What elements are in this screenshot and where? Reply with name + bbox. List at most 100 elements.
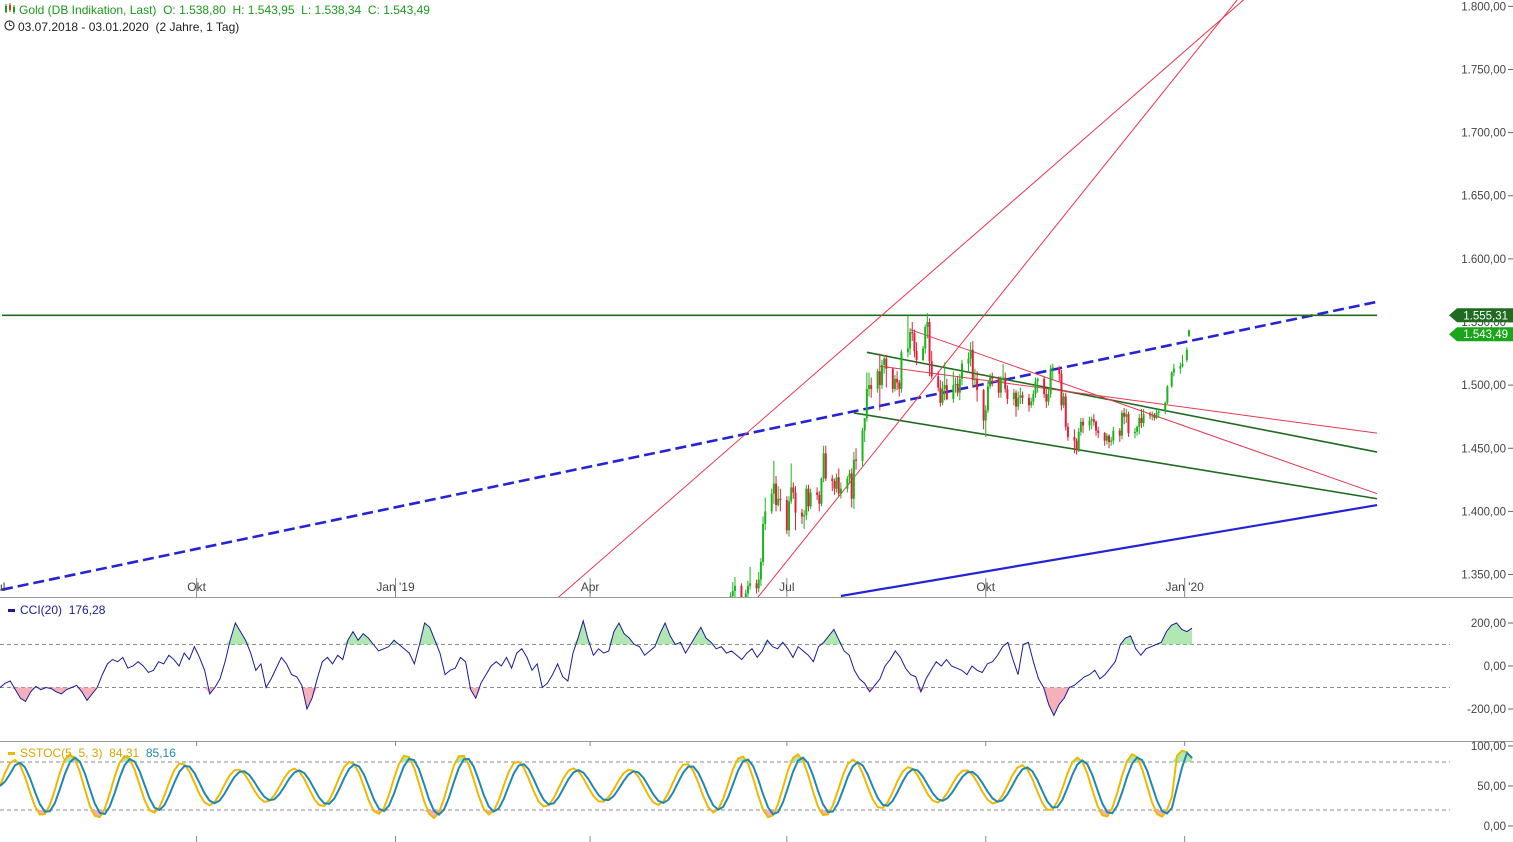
- candle-body: [1079, 421, 1082, 432]
- candle: [945, 378, 948, 401]
- candle-body: [868, 385, 871, 389]
- candle-body: [1108, 435, 1111, 442]
- candle-body: [937, 376, 940, 388]
- candle-body: [855, 459, 858, 461]
- stoch-y-tick-label: 0,00: [1484, 821, 1506, 833]
- candle: [880, 359, 883, 389]
- candle-body: [831, 478, 834, 482]
- candle-body: [982, 390, 985, 421]
- candle-body: [958, 378, 961, 393]
- candle-body: [1073, 436, 1076, 441]
- candle: [1012, 388, 1015, 406]
- candle-body: [909, 332, 912, 349]
- stoch-oversold-fill: [0, 810, 1192, 818]
- candle: [837, 468, 840, 497]
- candle-body: [928, 322, 931, 362]
- candle-body: [973, 378, 976, 381]
- candle: [1090, 416, 1093, 430]
- candle: [1036, 377, 1039, 393]
- candle-body: [1164, 402, 1167, 412]
- candle-body: [1170, 372, 1173, 387]
- y-tick-label: 1.450,00: [1461, 443, 1506, 455]
- red-fan-steep: [757, 0, 1238, 597]
- candles-icon: [4, 3, 16, 17]
- date-range: 03.07.2018 - 03.01.2020: [18, 20, 149, 34]
- candle: [937, 371, 940, 392]
- candle: [1032, 390, 1035, 406]
- cci-fills: [0, 620, 1192, 716]
- candle-body: [1097, 430, 1100, 434]
- candle-body: [850, 473, 853, 499]
- candle: [926, 313, 929, 339]
- candle-body: [818, 494, 821, 504]
- candle-body: [1036, 378, 1039, 382]
- candle: [744, 589, 747, 597]
- candle-body: [984, 410, 987, 421]
- candle: [1049, 364, 1052, 398]
- candle-body: [900, 352, 903, 389]
- candle-body: [762, 524, 765, 562]
- price-label: 1.543,49: [1449, 327, 1513, 342]
- candle: [1058, 366, 1061, 382]
- candle: [1051, 363, 1054, 381]
- candle: [846, 476, 849, 493]
- candle-body: [727, 605, 729, 609]
- candle-body: [1179, 366, 1182, 369]
- candle: [762, 516, 765, 566]
- candle: [909, 328, 912, 355]
- candle: [1181, 354, 1184, 368]
- candle: [1157, 409, 1160, 418]
- candle: [1172, 363, 1175, 377]
- candle-body: [876, 371, 879, 389]
- candle: [969, 342, 972, 367]
- candle: [1004, 372, 1007, 393]
- candle-body: [1002, 377, 1005, 379]
- candle: [800, 508, 803, 525]
- candle: [1066, 423, 1069, 441]
- candle: [1127, 411, 1130, 437]
- candle-body: [960, 363, 963, 379]
- candle: [831, 474, 834, 492]
- candle-body: [805, 488, 808, 516]
- candle-body: [1153, 415, 1156, 418]
- stoch-panel: [0, 749, 1450, 820]
- candle: [973, 368, 976, 387]
- chart-title: Gold (DB Indikation, Last) O: 1.538,80 H…: [4, 3, 430, 17]
- candle-body: [809, 492, 812, 507]
- cci-oversold-fill: [0, 687, 1192, 716]
- x-tick-label: Jan '20: [1166, 580, 1205, 594]
- candle-body: [835, 477, 838, 489]
- cci-panel: [0, 619, 1450, 717]
- candle-body: [1185, 349, 1188, 360]
- candle: [835, 473, 838, 493]
- candle-body: [911, 332, 914, 334]
- candle-body: [822, 453, 825, 479]
- candle: [1019, 387, 1022, 405]
- candle-body: [1133, 431, 1136, 434]
- candle: [1108, 434, 1111, 449]
- candle-body: [833, 481, 836, 489]
- stoch-k-line: [0, 749, 1193, 820]
- candle: [820, 477, 823, 507]
- candle: [1151, 411, 1154, 421]
- candle: [868, 372, 871, 397]
- blue-lower-trendline: [840, 503, 1378, 597]
- red-fan-shallow: [557, 0, 1245, 597]
- candle: [1045, 388, 1048, 408]
- candle-body: [1012, 392, 1015, 400]
- candle-body: [1166, 386, 1169, 403]
- candle: [1043, 376, 1046, 398]
- candle-body: [913, 333, 916, 352]
- candle: [924, 324, 927, 354]
- candle-body: [846, 478, 849, 489]
- candle: [1123, 407, 1126, 425]
- candle: [1077, 428, 1080, 453]
- candle-body: [759, 561, 762, 580]
- stoch-d-value: 85,16: [145, 746, 176, 760]
- candle-body: [986, 386, 989, 411]
- candle-body: [1015, 392, 1018, 407]
- candle-body: [839, 488, 842, 494]
- candle: [1079, 417, 1082, 436]
- candle-body: [1127, 414, 1130, 434]
